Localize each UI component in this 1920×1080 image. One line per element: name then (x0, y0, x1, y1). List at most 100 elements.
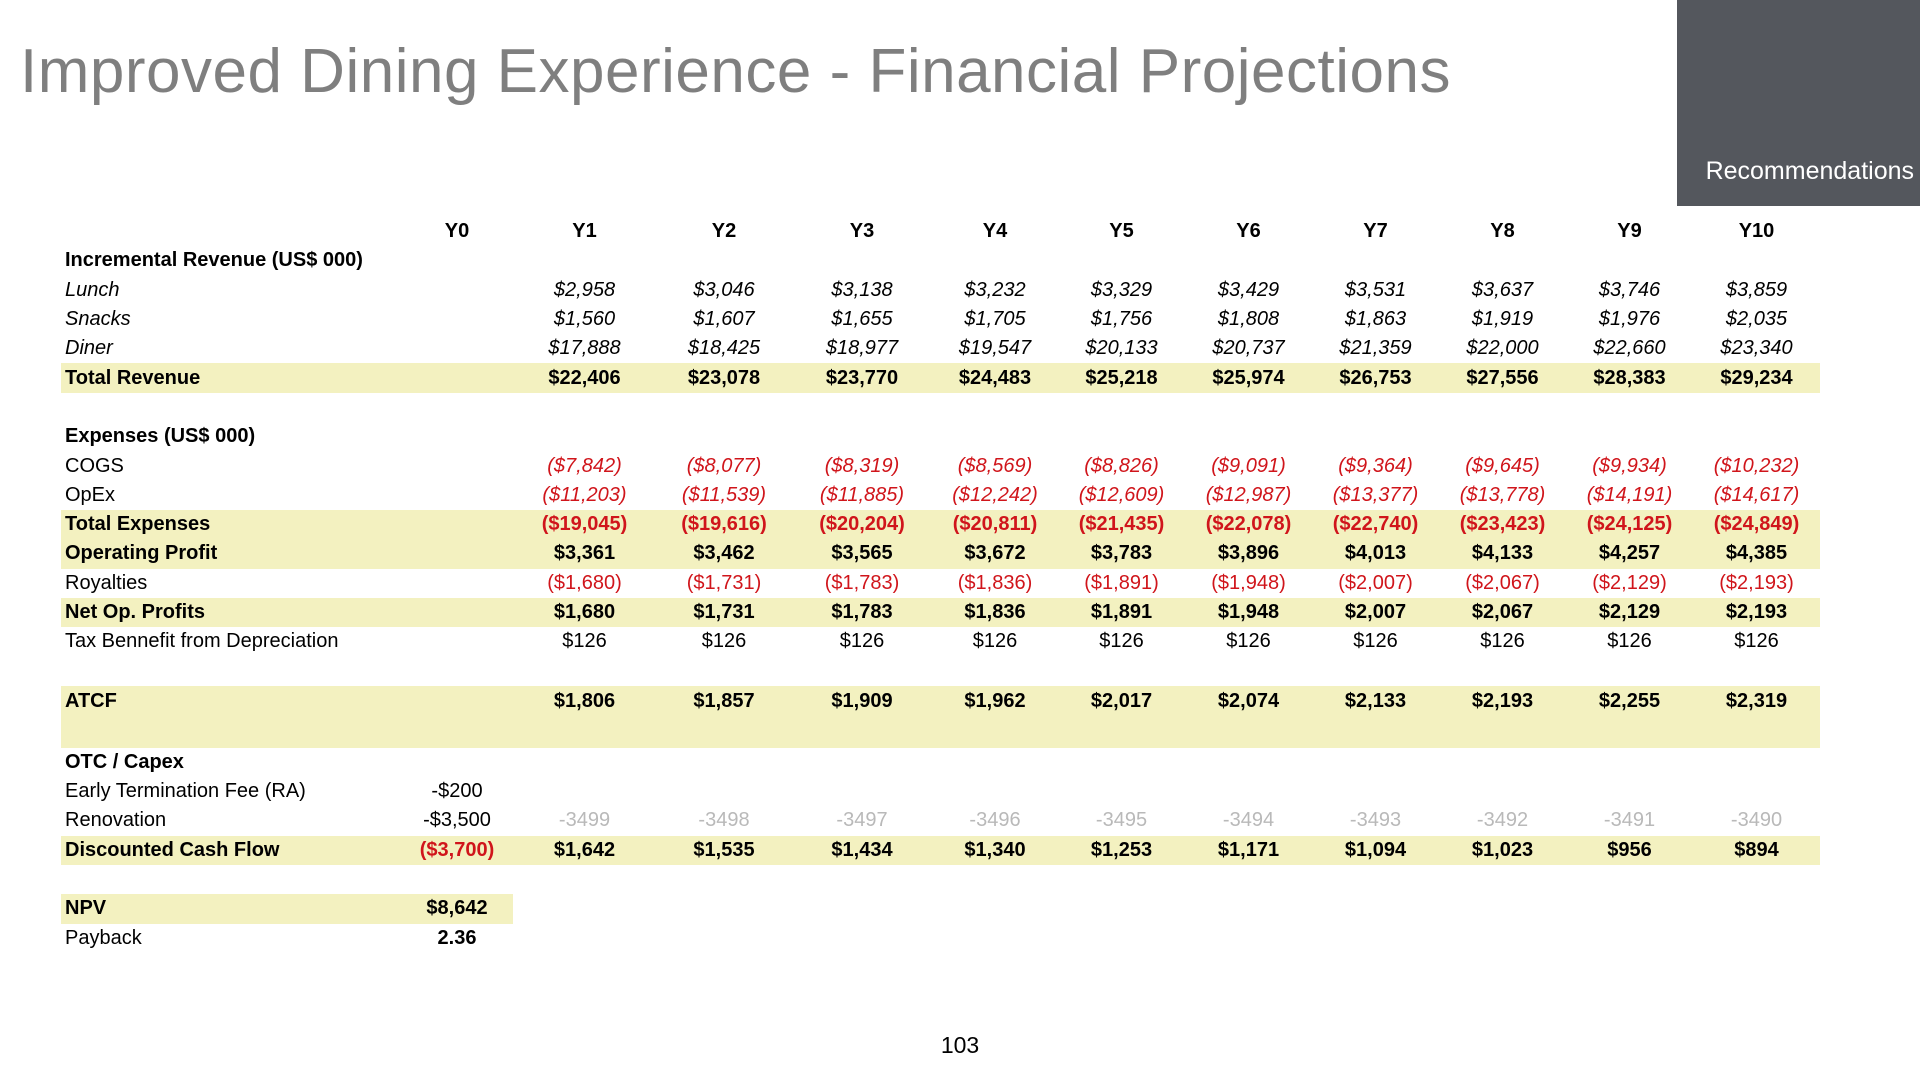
cell-value: $26,753 (1312, 363, 1439, 393)
cell-value (932, 656, 1058, 685)
cell-value: $3,462 (656, 539, 792, 569)
cell-value: $22,660 (1593, 337, 1666, 360)
cell-value: $126 (972, 630, 1018, 653)
cell-value (1058, 393, 1185, 422)
cell-value (1185, 246, 1312, 275)
table-row: Expenses (US$ 000) (61, 422, 1820, 451)
cell-value: ($2,067) (1465, 571, 1540, 594)
cell-value (656, 777, 792, 806)
cell-value: $25,974 (1185, 363, 1312, 393)
row-label: OpEx (65, 483, 116, 506)
cell-value (1058, 246, 1185, 275)
cell-value (1439, 422, 1566, 451)
table-row: Incremental Revenue (US$ 000) (61, 246, 1820, 275)
cell-value: $3,896 (1185, 539, 1312, 569)
cell-value: ($10,232) (1713, 454, 1800, 477)
cell-value: -$3,500 (423, 809, 491, 832)
cell-value: $2,067 (1439, 597, 1566, 628)
cell-value: ($12,987) (1205, 483, 1292, 506)
cell-value (1693, 246, 1820, 275)
cell-value (1566, 777, 1693, 806)
cell-value: ($20,811) (932, 509, 1058, 540)
financial-projections-table: Y0 Y1 Y2 Y3 Y4 Y5 Y6 Y7 Y8 Y9 Y10 Increm… (61, 217, 1820, 953)
header-year: Y9 (1617, 220, 1642, 243)
cell-value: $1,836 (932, 597, 1058, 628)
cell-value (401, 393, 513, 422)
cell-value: $3,531 (1344, 278, 1407, 301)
cell-value (1058, 748, 1185, 777)
cell-value (401, 569, 513, 598)
table-row: Total Expenses ($19,045) ($19,616) ($20,204… (61, 509, 1820, 540)
row-label: OTC / Capex (65, 750, 184, 773)
cell-value: ($9,934) (1592, 454, 1667, 477)
cell-value (401, 597, 513, 628)
cell-value (401, 865, 513, 894)
cell-value (1693, 422, 1820, 451)
cell-value (1693, 865, 1820, 894)
cell-value: $1,863 (1344, 308, 1407, 331)
table-row: Net Op. Profits $1,680 $1,731 $1,783 $1,836 $… (61, 597, 1820, 628)
cell-value: $2,193 (1439, 685, 1566, 748)
header-blank (61, 217, 401, 246)
header-year: Y6 (1236, 220, 1261, 243)
cell-value: $1,962 (932, 685, 1058, 748)
row-label: COGS (65, 454, 124, 477)
cell-value (401, 363, 513, 393)
cell-value (401, 539, 513, 569)
cell-value: $126 (562, 630, 607, 653)
row-label (61, 865, 401, 894)
cell-value (792, 894, 932, 923)
cell-value: $2,074 (1185, 685, 1312, 748)
cell-value: ($19,616) (656, 509, 792, 540)
cell-value: ($19,045) (513, 509, 656, 540)
cell-value: ($14,617) (1713, 483, 1800, 506)
cell-value (1693, 924, 1820, 953)
header-year: Y10 (1738, 220, 1775, 243)
row-label: Payback (65, 926, 142, 949)
cell-value: $1,783 (792, 597, 932, 628)
cell-value: $1,705 (964, 308, 1026, 331)
cell-value: -3494 (1222, 809, 1275, 832)
cell-value (792, 656, 932, 685)
cell-value: $1,909 (792, 685, 932, 748)
cell-value: $18,977 (825, 337, 899, 360)
cell-value: ($8,569) (957, 454, 1033, 477)
cell-value: $3,429 (1217, 278, 1280, 301)
cell-value: $23,078 (656, 363, 792, 393)
cell-value: $1,680 (513, 597, 656, 628)
row-label: ATCF (61, 685, 401, 748)
cell-value: $2,133 (1312, 685, 1439, 748)
section-tab: Recommendations (1677, 0, 1920, 206)
cell-value: ($22,740) (1312, 509, 1439, 540)
cell-value (1566, 865, 1693, 894)
cell-value: $22,406 (513, 363, 656, 393)
cell-value: $1,808 (1217, 308, 1280, 331)
cell-value (792, 422, 932, 451)
table-row: Lunch $2,958 $3,046 $3,138 $3,232 $3,329 $3,42… (61, 276, 1820, 305)
cell-value (1439, 865, 1566, 894)
cell-value (1058, 865, 1185, 894)
cell-value: $1,891 (1058, 597, 1185, 628)
cell-value: $4,013 (1312, 539, 1439, 569)
table-row: Renovation -$3,500 -3499 -3498 -3497 -3496 -34… (61, 806, 1820, 835)
cell-value: ($12,242) (952, 483, 1038, 506)
section-tab-label: Recommendations (1705, 157, 1914, 185)
table-row: Discounted Cash Flow ($3,700) $1,642 $1,535… (61, 835, 1820, 865)
cell-value (513, 422, 656, 451)
cell-value: $1,607 (693, 308, 755, 331)
cell-value: $126 (1734, 630, 1779, 653)
cell-value: ($9,091) (1211, 454, 1286, 477)
cell-value: ($9,364) (1338, 454, 1413, 477)
table-row: COGS ($7,842) ($8,077) ($8,319) ($8,569) ($8,… (61, 451, 1820, 480)
cell-value: $29,234 (1693, 363, 1820, 393)
table-row: OTC / Capex (61, 748, 1820, 777)
cell-value: $23,770 (792, 363, 932, 393)
cell-value: $3,637 (1471, 278, 1534, 301)
cell-value: -3493 (1349, 809, 1402, 832)
cell-value (1566, 656, 1693, 685)
cell-value (401, 748, 513, 777)
cell-value: $1,756 (1090, 308, 1153, 331)
cell-value: ($1,891) (1084, 571, 1159, 594)
cell-value: $24,483 (932, 363, 1058, 393)
row-label: Diner (65, 337, 113, 360)
